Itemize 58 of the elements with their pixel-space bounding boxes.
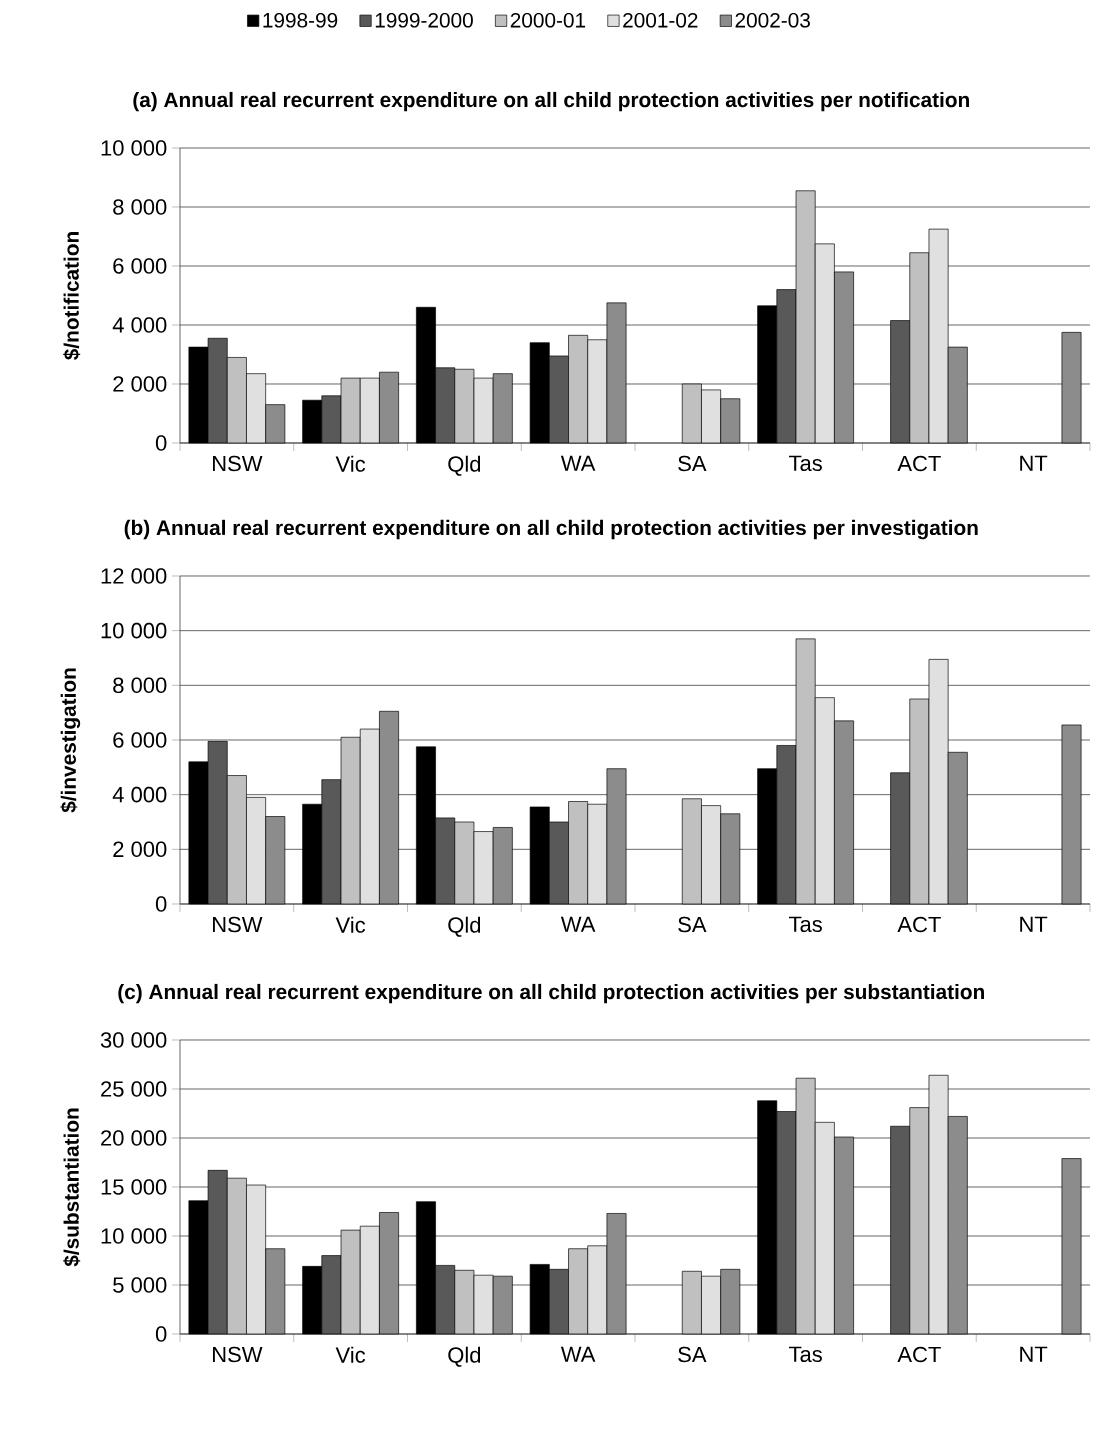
legend-label: 1999-2000 — [375, 12, 473, 28]
x-tick-label: Vic — [335, 1346, 366, 1363]
y-tick-label: 10 000 — [101, 1228, 167, 1244]
legend-label: 2002-03 — [735, 12, 810, 28]
y-tick-label: 8 000 — [113, 199, 167, 215]
x-tick-label: NT — [1020, 916, 1048, 932]
y-tick-label: 8 000 — [113, 677, 167, 694]
x-tick-label: ACT — [897, 916, 941, 933]
x-tick-label: ACT — [897, 455, 941, 472]
y-axis-title: $/notification — [63, 232, 81, 360]
x-tick-label: Tas — [789, 916, 822, 933]
x-tick-label: NSW — [213, 916, 263, 933]
x-tick-label: NSW — [213, 1346, 263, 1363]
y-tick-label: 10 000 — [101, 140, 167, 156]
bar — [1061, 1158, 1082, 1335]
x-tick-label: Tas — [789, 455, 822, 472]
x-tick-label: Vic — [335, 455, 366, 472]
x-tick-label: Qld — [448, 916, 481, 937]
x-tick-label: NT — [1020, 1346, 1048, 1362]
x-tick-label: WA — [560, 1346, 596, 1362]
y-tick-label: 2 000 — [113, 841, 167, 858]
y-tick-label: 6 000 — [113, 258, 167, 274]
bar — [1061, 332, 1082, 444]
y-tick-label: 4 000 — [112, 786, 167, 803]
x-tick-label: ACT — [897, 1346, 941, 1363]
y-tick-label: 2 000 — [113, 376, 167, 392]
x-tick-label: NT — [1020, 455, 1048, 471]
chart-title: (b) Annual real recurrent expenditure on all child protection activities per investigation — [124, 519, 978, 540]
x-tick-label: Qld — [448, 1346, 481, 1367]
x-tick-label: WA — [560, 455, 596, 471]
x-tick-label: SA — [678, 1346, 707, 1363]
y-tick-label: 4 000 — [112, 317, 167, 333]
y-tick-label: 6 000 — [113, 732, 167, 748]
y-tick-label: 30 000 — [100, 1032, 167, 1048]
chart-title: (a) Annual real recurrent expenditure on all child protection activities per notification — [133, 91, 969, 112]
x-tick-label: WA — [560, 916, 596, 932]
x-tick-label: Tas — [789, 1346, 822, 1363]
y-tick-label: 0 — [155, 1326, 167, 1342]
legend-label: 2001-02 — [623, 12, 698, 28]
y-tick-label: 5 000 — [113, 1277, 167, 1293]
y-axis-title: $/investigation — [60, 668, 81, 813]
x-tick-label: Qld — [448, 455, 481, 476]
x-tick-label: SA — [678, 455, 707, 472]
y-tick-label: 15 000 — [101, 1179, 167, 1195]
x-tick-label: NSW — [213, 455, 263, 472]
x-tick-label: SA — [678, 916, 707, 933]
y-tick-label: 0 — [155, 435, 167, 451]
legend-label: 1998-99 — [263, 12, 338, 28]
bar — [1061, 724, 1082, 905]
y-tick-label: 25 000 — [101, 1081, 167, 1097]
chart-title: (c) Annual real recurrent expenditure on all child protection activities per substantiation — [118, 983, 984, 1004]
y-tick-label: 0 — [155, 896, 167, 912]
y-axis-title: $/substantiation — [63, 1108, 81, 1267]
y-tick-label: 12 000 — [101, 568, 167, 584]
y-tick-label: 20 000 — [101, 1130, 167, 1146]
x-tick-label: Vic — [335, 916, 366, 933]
legend-label: 2000-01 — [510, 12, 586, 28]
y-tick-label: 10 000 — [101, 622, 167, 639]
